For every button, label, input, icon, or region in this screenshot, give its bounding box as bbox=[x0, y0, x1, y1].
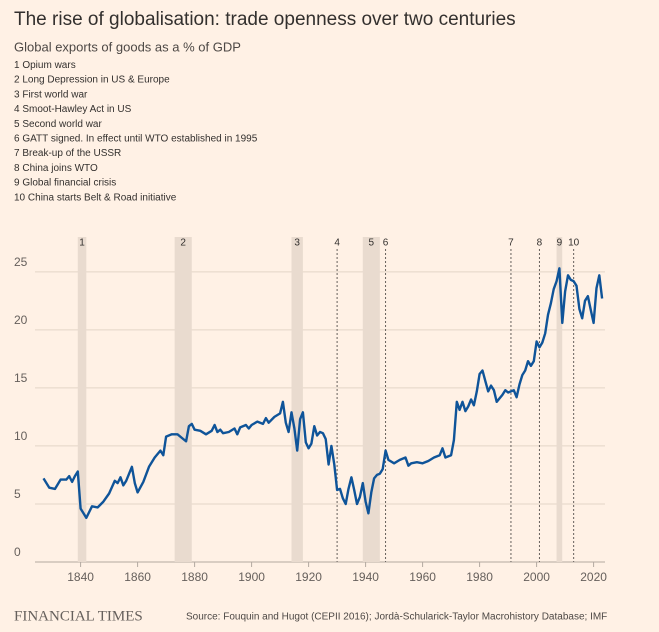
data-line bbox=[42, 267, 604, 520]
event-note: 7 Break-up of the USSR bbox=[14, 148, 121, 159]
event-number: 1 bbox=[14, 60, 20, 71]
event-number: 2 bbox=[14, 74, 20, 85]
y-tick-label: 5 bbox=[14, 487, 21, 501]
event-note: 5 Second world war bbox=[14, 118, 102, 129]
event-note: 9 Global financial crisis bbox=[14, 177, 116, 188]
y-tick-label: 10 bbox=[14, 429, 28, 443]
event-description: Opium wars bbox=[22, 60, 75, 71]
event-description: China joins WTO bbox=[22, 163, 98, 174]
event-band bbox=[77, 237, 87, 562]
event-number: 10 bbox=[14, 192, 26, 203]
event-label: 3 bbox=[294, 238, 300, 249]
event-description: Break-up of the USSR bbox=[22, 148, 121, 159]
x-tick-label: 2020 bbox=[580, 570, 607, 584]
x-tick-label: 1900 bbox=[238, 570, 265, 584]
x-tick-label: 1860 bbox=[124, 570, 151, 584]
event-label: 4 bbox=[334, 238, 340, 249]
x-tick-label: 1980 bbox=[466, 570, 493, 584]
event-note: 3 First world war bbox=[14, 89, 88, 100]
event-number: 7 bbox=[14, 148, 20, 159]
event-description: First world war bbox=[22, 89, 88, 100]
event-number: 3 bbox=[14, 89, 20, 100]
event-label: 10 bbox=[568, 238, 580, 249]
event-description: GATT signed. In effect until WTO establi… bbox=[22, 133, 257, 144]
chart-title: The rise of globalisation: trade opennes… bbox=[14, 9, 516, 30]
event-band bbox=[174, 237, 192, 562]
event-description: China starts Belt & Road initiative bbox=[28, 192, 177, 203]
event-label: 2 bbox=[180, 238, 186, 249]
y-tick-label: 20 bbox=[14, 313, 28, 327]
x-tick-label: 2000 bbox=[523, 570, 550, 584]
event-label: 9 bbox=[557, 238, 563, 249]
event-description: Second world war bbox=[22, 118, 102, 129]
x-tick-label: 1940 bbox=[352, 570, 379, 584]
source: Source: Fouquin and Hugot (CEPII 2016); … bbox=[186, 612, 607, 623]
y-tick-label: 15 bbox=[14, 371, 28, 385]
event-label: 7 bbox=[508, 238, 514, 249]
event-label: 8 bbox=[537, 238, 543, 249]
event-band bbox=[362, 237, 380, 562]
event-note: 8 China joins WTO bbox=[14, 163, 98, 174]
event-number: 9 bbox=[14, 177, 20, 188]
event-note: 4 Smoot-Hawley Act in US bbox=[14, 104, 132, 115]
event-note: 6 GATT signed. In effect until WTO estab… bbox=[14, 133, 258, 144]
event-label: 5 bbox=[369, 238, 375, 249]
event-band bbox=[556, 237, 563, 562]
x-tick-label: 1840 bbox=[67, 570, 94, 584]
event-band bbox=[291, 237, 303, 562]
event-note: 10 China starts Belt & Road initiative bbox=[14, 192, 177, 203]
event-number: 4 bbox=[14, 104, 20, 115]
x-tick-label: 1920 bbox=[295, 570, 322, 584]
event-note: 1 Opium wars bbox=[14, 60, 76, 71]
event-number: 5 bbox=[14, 118, 20, 129]
event-number: 6 bbox=[14, 133, 20, 144]
brand: FINANCIAL TIMES bbox=[14, 608, 143, 624]
chart-subtitle: Global exports of goods as a % of GDP bbox=[14, 39, 241, 54]
event-number: 8 bbox=[14, 163, 20, 174]
x-tick-label: 1880 bbox=[181, 570, 208, 584]
event-label: 6 bbox=[383, 238, 389, 249]
y-tick-label: 0 bbox=[14, 545, 21, 559]
y-tick-label: 25 bbox=[14, 255, 28, 269]
event-description: Smoot-Hawley Act in US bbox=[22, 104, 131, 115]
event-description: Global financial crisis bbox=[22, 177, 116, 188]
event-note: 2 Long Depression in US & Europe bbox=[14, 74, 170, 85]
event-label: 1 bbox=[79, 238, 85, 249]
event-description: Long Depression in US & Europe bbox=[22, 74, 170, 85]
x-tick-label: 1960 bbox=[409, 570, 436, 584]
